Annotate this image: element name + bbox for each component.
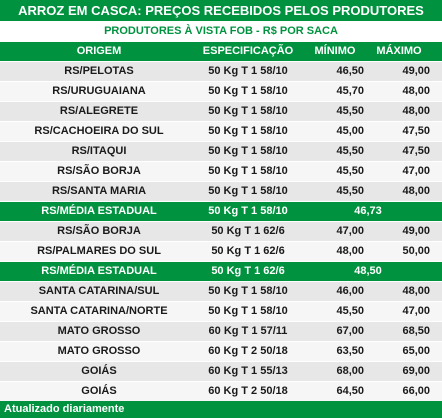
- media-espec: 50 Kg T 1 58/10: [208, 205, 288, 217]
- header-origem: ORIGEM: [76, 45, 122, 57]
- cell-min: 46,50: [336, 65, 364, 77]
- cell-min: 68,00: [336, 365, 364, 377]
- cell-max: 65,00: [402, 345, 430, 357]
- cell-max: 47,50: [402, 145, 430, 157]
- cell-max: 66,00: [402, 385, 430, 397]
- cell-min: 45,70: [336, 85, 364, 97]
- cell-max: 49,00: [402, 225, 430, 237]
- table-row: RS/SÃO BORJA 50 Kg T 1 58/10 45,50 47,00: [0, 161, 442, 181]
- cell-min: 48,00: [336, 245, 364, 257]
- table-row: RS/PALMARES DO SUL 50 Kg T 1 62/6 48,00 …: [0, 241, 442, 261]
- cell-origem: RS/SÃO BORJA: [57, 165, 141, 177]
- media-origem: RS/MÉDIA ESTADUAL: [41, 265, 157, 277]
- cell-origem: RS/PELOTAS: [64, 65, 134, 77]
- cell-origem: GOIÁS: [81, 385, 117, 397]
- cell-espec: 50 Kg T 1 58/10: [208, 165, 288, 177]
- cell-origem: RS/ALEGRETE: [59, 105, 139, 117]
- media-row: RS/MÉDIA ESTADUAL 50 Kg T 1 58/10 46,73: [0, 201, 442, 221]
- cell-espec: 60 Kg T 1 55/13: [208, 365, 288, 377]
- cell-max: 47,50: [402, 125, 430, 137]
- cell-origem: RS/SÃO BORJA: [57, 225, 141, 237]
- cell-origem: RS/PALMARES DO SUL: [37, 245, 161, 257]
- header-minimo: MÍNIMO: [314, 45, 356, 57]
- cell-origem: RS/CACHOEIRA DO SUL: [34, 125, 164, 137]
- media-espec: 50 Kg T 1 62/6: [211, 265, 285, 277]
- cell-min: 63,50: [336, 345, 364, 357]
- table-row: RS/ALEGRETE 50 Kg T 1 58/10 45,50 48,00: [0, 101, 442, 121]
- cell-espec: 50 Kg T 1 58/10: [208, 125, 288, 137]
- cell-min: 46,00: [336, 285, 364, 297]
- cell-min: 45,00: [336, 125, 364, 137]
- table-subtitle: PRODUTORES À VISTA FOB - R$ POR SACA: [0, 21, 442, 41]
- cell-max: 47,00: [402, 165, 430, 177]
- cell-max: 48,00: [402, 285, 430, 297]
- table-row: GOIÁS 60 Kg T 1 55/13 68,00 69,00: [0, 361, 442, 381]
- cell-origem: RS/ITAQUI: [71, 145, 127, 157]
- cell-max: 50,00: [402, 245, 430, 257]
- cell-origem: MATO GROSSO: [57, 345, 141, 357]
- cell-espec: 50 Kg T 1 58/10: [208, 285, 288, 297]
- cell-espec: 50 Kg T 1 58/10: [208, 185, 288, 197]
- cell-min: 45,50: [336, 305, 364, 317]
- cell-max: 69,00: [402, 365, 430, 377]
- table-row: RS/PELOTAS 50 Kg T 1 58/10 46,50 49,00: [0, 61, 442, 81]
- header-maximo: MÁXIMO: [376, 45, 422, 57]
- cell-max: 48,00: [402, 105, 430, 117]
- cell-max: 48,00: [402, 85, 430, 97]
- cell-min: 64,50: [336, 385, 364, 397]
- cell-espec: 50 Kg T 1 62/6: [211, 245, 285, 257]
- table-row: RS/ITAQUI 50 Kg T 1 58/10 45,50 47,50: [0, 141, 442, 161]
- cell-espec: 50 Kg T 1 58/10: [208, 85, 288, 97]
- table-row: MATO GROSSO 60 Kg T 1 57/11 67,00 68,50: [0, 321, 442, 341]
- cell-origem: GOIÁS: [81, 365, 117, 377]
- cell-origem: RS/URUGUAIANA: [52, 85, 146, 97]
- cell-espec: 50 Kg T 1 58/10: [208, 105, 288, 117]
- cell-max: 48,00: [402, 185, 430, 197]
- table-row: RS/URUGUAIANA 50 Kg T 1 58/10 45,70 48,0…: [0, 81, 442, 101]
- table-row: RS/CACHOEIRA DO SUL 50 Kg T 1 58/10 45,0…: [0, 121, 442, 141]
- media-row: RS/MÉDIA ESTADUAL 50 Kg T 1 62/6 48,50: [0, 261, 442, 281]
- cell-min: 45,50: [336, 105, 364, 117]
- header-especificacao: ESPECIFICAÇÃO: [202, 45, 294, 57]
- cell-max: 49,00: [402, 65, 430, 77]
- table-row: GOIÁS 60 Kg T 2 50/18 64,50 66,00: [0, 381, 442, 401]
- cell-max: 68,50: [402, 325, 430, 337]
- footer-note: Atualizado diariamente: [0, 401, 442, 418]
- cell-espec: 60 Kg T 2 50/18: [208, 345, 288, 357]
- cell-espec: 50 Kg T 1 58/10: [208, 305, 288, 317]
- media-valor: 48,50: [354, 265, 382, 277]
- cell-origem: RS/SANTA MARIA: [51, 185, 147, 197]
- cell-espec: 50 Kg T 1 62/6: [211, 225, 285, 237]
- header-row: ORIGEM ESPECIFICAÇÃO MÍNIMO MÁXIMO: [0, 41, 442, 61]
- cell-min: 45,50: [336, 165, 364, 177]
- cell-max: 47,00: [402, 305, 430, 317]
- cell-espec: 60 Kg T 2 50/18: [208, 385, 288, 397]
- cell-espec: 60 Kg T 1 57/11: [208, 325, 288, 337]
- media-origem: RS/MÉDIA ESTADUAL: [41, 205, 157, 217]
- cell-origem: SANTA CATARINA/NORTE: [30, 305, 168, 317]
- cell-espec: 50 Kg T 1 58/10: [208, 145, 288, 157]
- table-row: RS/SÃO BORJA 50 Kg T 1 62/6 47,00 49,00: [0, 221, 442, 241]
- cell-espec: 50 Kg T 1 58/10: [208, 65, 288, 77]
- table-row: MATO GROSSO 60 Kg T 2 50/18 63,50 65,00: [0, 341, 442, 361]
- cell-origem: SANTA CATARINA/SUL: [38, 285, 160, 297]
- cell-min: 45,50: [336, 145, 364, 157]
- cell-min: 67,00: [336, 325, 364, 337]
- cell-min: 47,00: [336, 225, 364, 237]
- table-row: SANTA CATARINA/SUL 50 Kg T 1 58/10 46,00…: [0, 281, 442, 301]
- table-title: ARROZ EM CASCA: PREÇOS RECEBIDOS PELOS P…: [0, 0, 442, 21]
- cell-min: 45,50: [336, 185, 364, 197]
- table-row: SANTA CATARINA/NORTE 50 Kg T 1 58/10 45,…: [0, 301, 442, 321]
- table-row: RS/SANTA MARIA 50 Kg T 1 58/10 45,50 48,…: [0, 181, 442, 201]
- media-valor: 46,73: [354, 205, 382, 217]
- cell-origem: MATO GROSSO: [57, 325, 141, 337]
